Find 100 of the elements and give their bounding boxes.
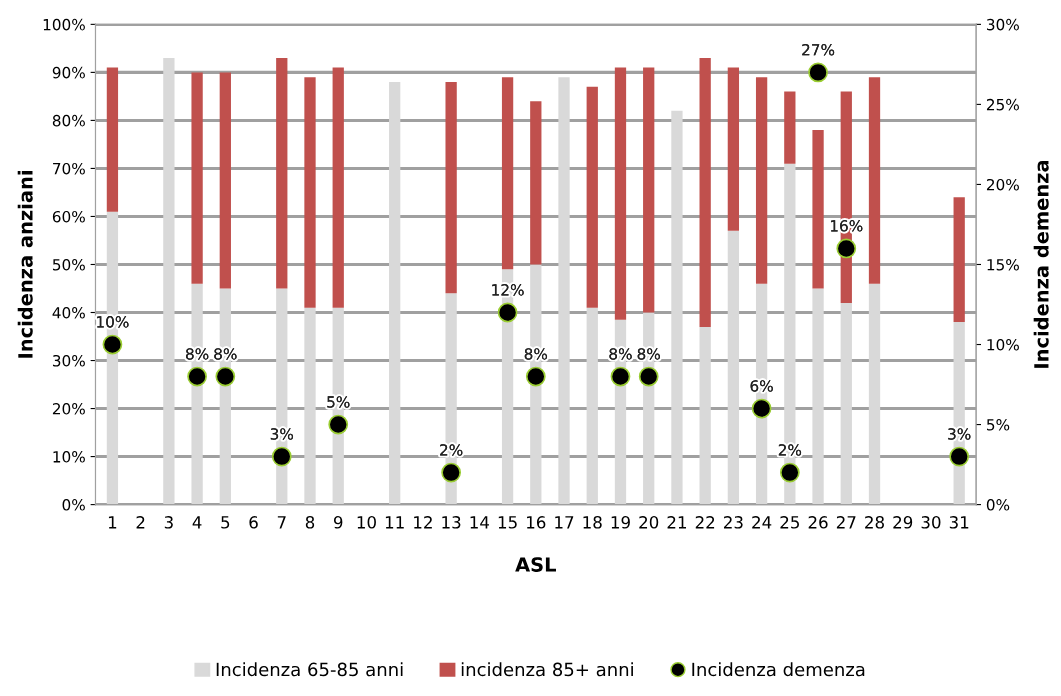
y-tick-label: 50% xyxy=(52,258,85,271)
data-label: 5% xyxy=(327,396,350,408)
data-label: 8% xyxy=(214,348,237,360)
x-tick-label: 5 xyxy=(221,516,230,529)
legend-label: Incidenza 65-85 anni xyxy=(216,662,403,677)
x-tick-label: 18 xyxy=(583,516,602,529)
data-label: 3% xyxy=(270,428,294,440)
bar xyxy=(812,288,824,505)
data-label: 10% xyxy=(97,316,129,328)
y2-tick-label: 10% xyxy=(987,338,1019,351)
bar xyxy=(219,72,231,289)
y-tick-label: 20% xyxy=(52,403,85,415)
bar xyxy=(163,57,175,505)
bar xyxy=(755,77,768,284)
x-tick-label: 9 xyxy=(333,516,343,529)
data-label: 8% xyxy=(524,348,548,360)
x-tick-label: 8 xyxy=(305,516,315,529)
bar xyxy=(304,77,316,308)
x-tick-label: 16 xyxy=(527,516,546,529)
bar xyxy=(784,91,796,164)
x-tick-label: 22 xyxy=(695,516,715,529)
point xyxy=(102,334,123,355)
bar xyxy=(643,67,655,313)
point xyxy=(779,462,800,483)
x-tick-label: 3 xyxy=(164,516,173,529)
x-tick-label: 19 xyxy=(611,516,630,529)
x-tick-label: 15 xyxy=(498,516,517,529)
legend-label: Incidenza demenza xyxy=(692,662,865,677)
bar xyxy=(812,130,824,289)
point xyxy=(187,366,207,387)
point xyxy=(328,414,349,435)
point xyxy=(751,398,772,419)
x-tick-label: 11 xyxy=(385,516,404,529)
y2-tick-label: 5% xyxy=(987,419,1010,431)
x-tick-label: 21 xyxy=(667,516,686,529)
x-tick-label: 12 xyxy=(414,516,432,529)
x-tick-label: 10 xyxy=(357,516,376,529)
y2-tick-label: 30% xyxy=(987,18,1019,31)
y2-tick-label: 0% xyxy=(986,499,1010,511)
bar xyxy=(191,72,203,284)
data-label: 8% xyxy=(609,348,632,360)
data-label: 2% xyxy=(778,444,802,456)
x-tick-label: 7 xyxy=(277,516,286,529)
bar xyxy=(445,81,457,294)
bar xyxy=(558,77,570,505)
x-axis-title: ASL xyxy=(515,557,556,572)
data-label: 6% xyxy=(750,380,773,392)
bar xyxy=(868,283,881,505)
point xyxy=(215,366,236,387)
data-label: 3% xyxy=(948,428,971,440)
x-tick-label: 29 xyxy=(893,516,913,529)
y-axis-title: Incidenza anziani xyxy=(17,171,33,358)
x-tick-label: 2 xyxy=(136,516,145,529)
y-tick-label: 10% xyxy=(53,451,85,463)
x-tick-label: 13 xyxy=(442,516,461,529)
point xyxy=(497,302,518,323)
bar xyxy=(389,81,401,505)
point xyxy=(271,446,292,467)
data-label: 2% xyxy=(440,444,463,456)
bar xyxy=(586,307,598,505)
x-tick-label: 14 xyxy=(470,516,490,529)
point xyxy=(610,366,631,387)
bar xyxy=(727,67,740,231)
point xyxy=(525,366,546,387)
x-tick-label: 28 xyxy=(865,516,884,529)
bar xyxy=(304,307,316,505)
bar xyxy=(501,77,514,270)
y-tick-label: 70% xyxy=(53,162,85,175)
point xyxy=(638,366,659,387)
x-tick-label: 4 xyxy=(192,516,202,529)
y-tick-label: 30% xyxy=(52,354,85,367)
x-tick-label: 25 xyxy=(780,516,799,529)
x-tick-label: 27 xyxy=(836,516,856,529)
x-tick-label: 26 xyxy=(808,516,828,529)
data-label: 12% xyxy=(492,284,524,296)
y-tick-label: 100% xyxy=(43,18,85,31)
bar xyxy=(106,67,119,212)
bar xyxy=(953,197,965,323)
x-tick-label: 24 xyxy=(752,516,772,529)
y2-tick-label: 15% xyxy=(987,258,1019,271)
bar xyxy=(671,110,683,505)
x-tick-label: 30 xyxy=(921,516,941,529)
legend-label: incidenza 85+ anni xyxy=(461,662,633,677)
point xyxy=(949,446,970,467)
bar xyxy=(530,101,542,265)
point xyxy=(836,238,857,259)
y-tick-label: 0% xyxy=(62,499,85,511)
point xyxy=(441,462,462,483)
bar xyxy=(868,77,881,284)
y-tick-label: 60% xyxy=(52,210,85,223)
data-label: 8% xyxy=(637,348,660,360)
x-tick-label: 6 xyxy=(249,516,258,529)
data-label: 27% xyxy=(802,43,835,56)
data-label: 8% xyxy=(186,348,209,360)
x-tick-label: 23 xyxy=(724,516,743,529)
y-tick-label: 80% xyxy=(52,114,85,127)
y2-tick-label: 20% xyxy=(986,178,1019,191)
y2-tick-label: 25% xyxy=(986,98,1019,111)
y-tick-label: 40% xyxy=(52,306,85,319)
y2-axis-title: Incidenza demenza xyxy=(1033,160,1049,368)
